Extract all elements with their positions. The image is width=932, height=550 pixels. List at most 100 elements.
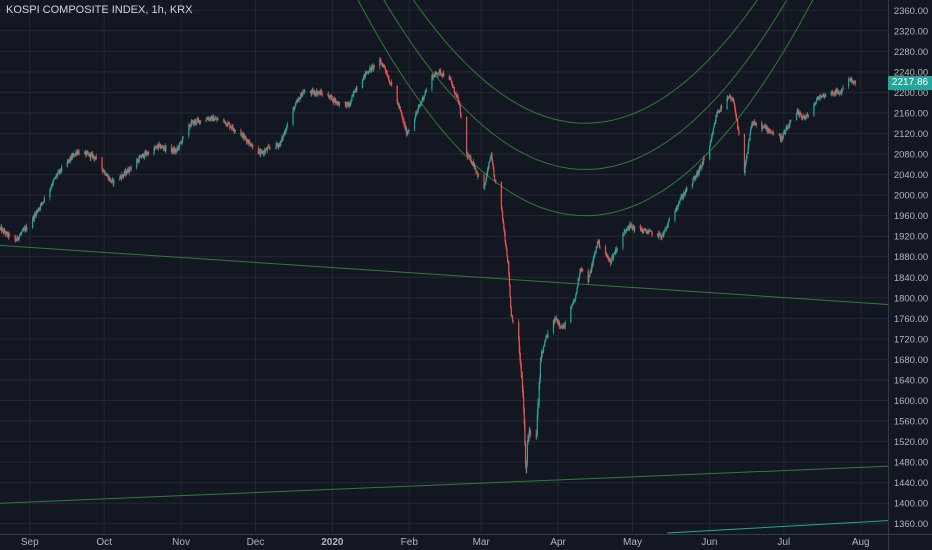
candle: [503, 227, 506, 236]
candle: [544, 339, 546, 343]
candle: [419, 103, 421, 107]
candle-body: [589, 271, 591, 275]
candle-body: [302, 91, 305, 94]
candle: [285, 128, 287, 134]
candle: [735, 108, 737, 117]
candle-body: [90, 154, 93, 155]
candle: [386, 69, 388, 74]
candle-body: [234, 130, 236, 131]
candle-body: [275, 143, 277, 148]
candle: [380, 58, 382, 65]
candle: [215, 116, 217, 120]
candle-body: [33, 213, 36, 220]
candle: [606, 254, 608, 259]
candle: [470, 155, 472, 164]
candle-body: [736, 119, 738, 121]
candle-body: [56, 175, 58, 177]
candle: [242, 131, 244, 140]
candle: [736, 117, 738, 122]
candle-body: [542, 346, 545, 352]
candle-body: [503, 229, 506, 234]
candle-body: [297, 99, 299, 102]
candle: [663, 230, 665, 238]
candle-body: [61, 166, 63, 171]
candle-body: [767, 128, 769, 132]
candle: [817, 95, 819, 99]
candle-body: [103, 170, 105, 173]
candle-body: [346, 102, 348, 104]
candle-body: [509, 284, 511, 297]
candle-body: [138, 157, 140, 162]
candle: [172, 148, 174, 154]
candle-body: [851, 81, 853, 82]
candle: [820, 95, 822, 100]
candle: [328, 94, 331, 100]
candle-body: [210, 116, 212, 120]
candle: [683, 191, 685, 197]
candle: [511, 314, 513, 318]
candle-body: [182, 136, 184, 137]
candle: [259, 147, 261, 158]
candle: [552, 319, 555, 335]
candle-body: [485, 180, 487, 184]
candle: [559, 325, 561, 330]
candle: [338, 102, 341, 108]
candle: [819, 95, 821, 101]
candle-body: [337, 101, 339, 105]
candle-body: [835, 90, 837, 95]
candle: [668, 216, 671, 221]
candle: [262, 149, 264, 154]
candle-body: [535, 434, 537, 437]
candle-body: [790, 120, 792, 121]
candle: [541, 351, 543, 358]
candle: [703, 155, 705, 161]
candle: [607, 253, 609, 260]
candle: [816, 99, 818, 101]
candle: [311, 89, 313, 97]
candle: [353, 90, 355, 93]
candle: [668, 218, 670, 224]
candle-body: [89, 153, 91, 158]
candle-body: [466, 116, 468, 154]
candle: [686, 185, 688, 193]
candle: [299, 94, 302, 100]
candle-body: [796, 110, 798, 114]
candle-body: [665, 229, 667, 230]
candle: [642, 226, 644, 234]
candle: [735, 113, 737, 121]
candle: [663, 229, 666, 236]
candle: [596, 246, 598, 249]
candle: [522, 384, 524, 400]
candle: [70, 156, 72, 161]
candle-body: [727, 97, 729, 99]
candle: [60, 167, 62, 174]
candle: [126, 168, 129, 173]
parabolic-channel-curve: [412, 0, 758, 124]
candle-body: [72, 153, 75, 156]
candle: [90, 152, 92, 161]
candle: [67, 158, 69, 164]
candle-body: [645, 229, 647, 232]
candle: [546, 334, 548, 338]
candle-body: [433, 76, 435, 77]
candle: [712, 127, 715, 134]
candle-body: [398, 104, 400, 108]
candle: [782, 132, 784, 140]
candle: [101, 156, 103, 171]
candle: [260, 149, 262, 154]
candle-body: [211, 116, 213, 118]
candle-body: [752, 122, 754, 125]
candle: [473, 162, 475, 169]
candle-body: [507, 261, 509, 263]
candle-body: [562, 325, 564, 329]
candle-body: [314, 90, 316, 95]
candle: [570, 305, 572, 324]
candle: [555, 315, 557, 321]
candle: [59, 168, 61, 174]
candle: [593, 254, 595, 262]
candle-body: [102, 170, 104, 172]
candle-body: [823, 95, 826, 98]
candle-body: [695, 176, 697, 179]
candle-body: [663, 232, 665, 236]
